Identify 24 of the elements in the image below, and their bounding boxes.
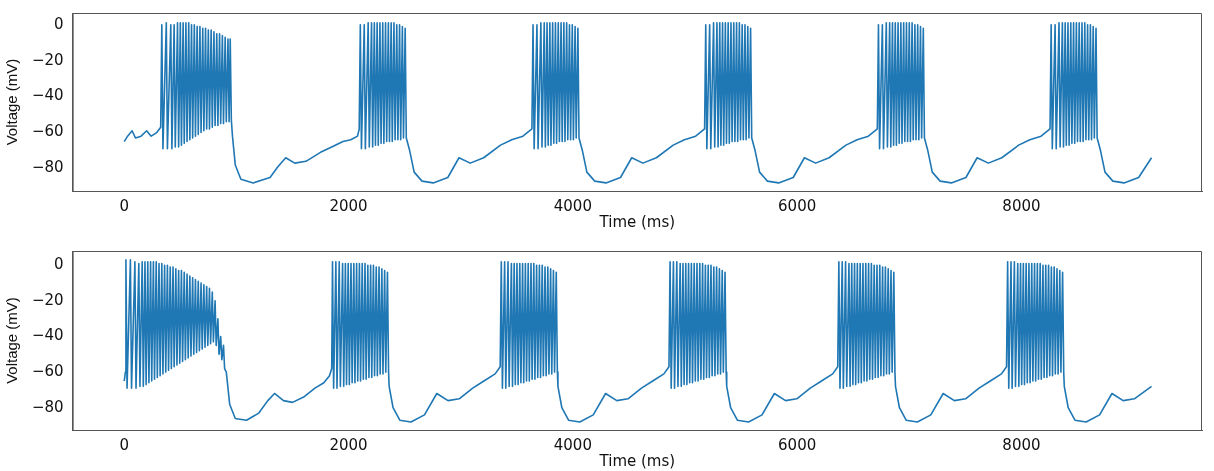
x-tick-label: 8000: [1002, 435, 1041, 454]
x-tick-label: 2000: [329, 435, 368, 454]
y-axis-title: Voltage (mV): [3, 58, 21, 146]
y-tick-label: −20: [32, 290, 64, 309]
y-axis-title: Voltage (mV): [3, 297, 21, 384]
x-tick-label: 0: [119, 196, 130, 215]
y-tick-label: −20: [32, 50, 64, 69]
x-tick-label: 0: [119, 435, 130, 454]
y-tick-label: −40: [32, 326, 64, 345]
x-axis-title: Time (ms): [598, 212, 676, 231]
y-tick-label: −60: [32, 122, 64, 141]
y-tick-label: 0: [54, 255, 64, 274]
x-tick-label: 2000: [329, 196, 368, 215]
y-tick-label: 0: [54, 14, 64, 33]
y-tick-label: −80: [32, 158, 64, 177]
y-tick-label: −80: [32, 397, 64, 416]
y-tick-label: −60: [32, 362, 64, 381]
x-tick-label: 6000: [778, 196, 817, 215]
x-tick-label: 8000: [1002, 196, 1041, 215]
x-tick-label: 4000: [553, 196, 592, 215]
y-tick-label: −40: [32, 86, 64, 105]
x-axis-title: Time (ms): [598, 451, 676, 470]
x-tick-label: 6000: [778, 435, 817, 454]
x-tick-label: 4000: [553, 435, 592, 454]
